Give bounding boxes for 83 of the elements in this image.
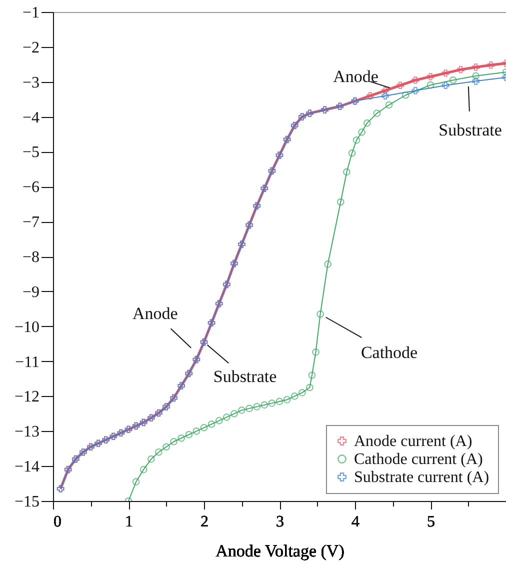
- y-tick-label: −4: [22, 109, 40, 126]
- annotation: Anode: [132, 304, 178, 323]
- y-tick-label: −9: [22, 284, 40, 301]
- point: [312, 348, 320, 356]
- point: [253, 403, 261, 410]
- point: [457, 66, 464, 74]
- point: [178, 434, 186, 442]
- y-tick-label: −2: [22, 39, 40, 56]
- point: [170, 438, 178, 446]
- y-tick-label: −10: [14, 318, 40, 336]
- point: [336, 198, 344, 206]
- point: [192, 427, 200, 435]
- point: [260, 401, 268, 409]
- point: [472, 77, 480, 85]
- point: [147, 455, 155, 463]
- point: [162, 443, 170, 451]
- annotation: Anode: [333, 66, 378, 86]
- annotation: Substrate: [438, 120, 502, 140]
- point: [382, 86, 389, 94]
- y-tick-label: −14: [14, 458, 40, 476]
- x-axis-title: Anode Voltage (V): [216, 542, 344, 560]
- point: [230, 410, 238, 418]
- point: [472, 64, 480, 71]
- point: [412, 86, 420, 94]
- y-tick-label: −6: [22, 179, 40, 196]
- point: [382, 92, 389, 100]
- point: [385, 101, 393, 109]
- legend-label: Cathode current (A): [354, 451, 483, 468]
- x-tick-label: 4: [352, 514, 360, 530]
- point: [132, 478, 140, 486]
- point: [140, 466, 148, 474]
- point: [352, 136, 360, 144]
- point: [426, 81, 434, 89]
- legend-label: Anode current (A): [354, 433, 472, 450]
- point: [290, 392, 298, 400]
- point: [366, 92, 374, 100]
- point: [298, 389, 306, 396]
- point: [283, 396, 291, 404]
- point: [324, 260, 332, 268]
- point: [268, 400, 276, 407]
- x-tick-label: 3: [276, 514, 284, 530]
- x-tick-label: 0: [54, 514, 62, 530]
- point: [222, 414, 230, 421]
- point: [402, 91, 410, 99]
- point: [487, 61, 495, 69]
- y-tick-label: −12: [14, 388, 40, 406]
- point: [185, 430, 193, 438]
- point: [208, 420, 216, 428]
- point: [363, 119, 371, 127]
- point: [308, 372, 316, 379]
- point: [442, 69, 450, 77]
- y-tick-label: −5: [22, 144, 40, 162]
- y-tick-label: −11: [15, 354, 40, 371]
- point: [246, 404, 253, 412]
- point: [155, 448, 162, 456]
- y-tick-label: −3: [22, 74, 40, 92]
- point: [358, 128, 366, 136]
- point: [426, 72, 434, 80]
- point: [276, 398, 284, 406]
- point: [412, 76, 420, 84]
- y-tick-label: −15: [14, 494, 40, 510]
- point: [396, 82, 404, 90]
- point: [348, 149, 356, 157]
- point: [316, 310, 324, 318]
- x-tick-label: 2: [200, 514, 208, 530]
- annotation: Cathode: [360, 343, 418, 362]
- point: [449, 76, 457, 84]
- point: [200, 424, 208, 432]
- point: [373, 110, 381, 117]
- point: [238, 406, 246, 414]
- annotation: Substrate: [213, 367, 277, 386]
- point: [215, 417, 223, 424]
- x-tick-label: 1: [125, 514, 133, 530]
- point: [306, 384, 314, 392]
- point: [472, 72, 480, 80]
- y-tick-label: −13: [14, 424, 40, 441]
- y-tick-label: −8: [22, 249, 40, 266]
- point: [442, 82, 450, 90]
- point: [343, 168, 350, 176]
- legend-label: Substrate current (A): [354, 469, 490, 486]
- x-tick-label: 5: [427, 514, 435, 530]
- y-tick-label: −1: [22, 4, 40, 22]
- y-tick-label: −7: [22, 214, 40, 232]
